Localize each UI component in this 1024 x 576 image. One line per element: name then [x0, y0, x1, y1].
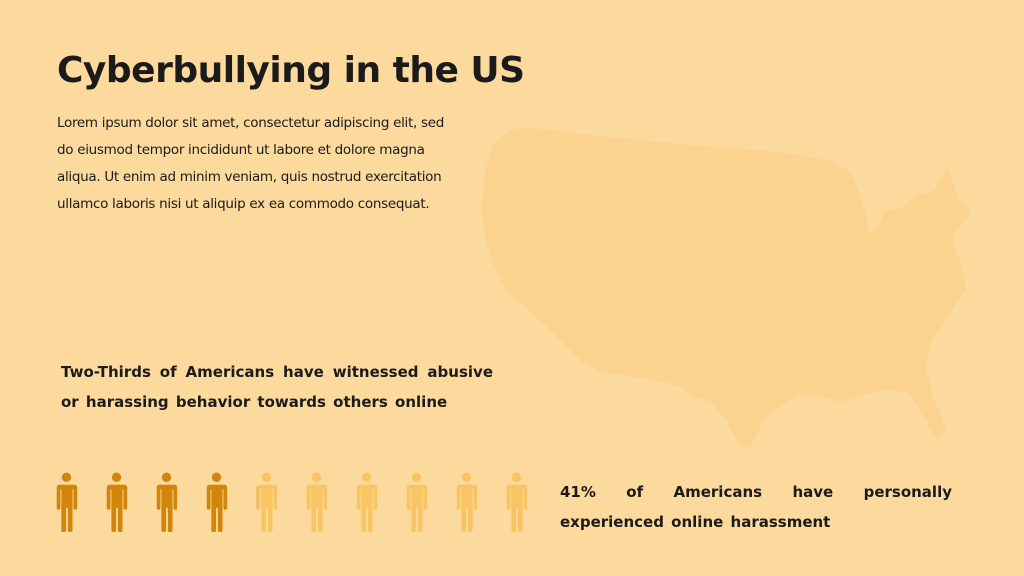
person-icon	[56, 472, 78, 532]
stat-witnessed: Two-Thirds of Americans have witnessed a…	[61, 363, 493, 411]
stat-experienced: 41% of Americans have personally experie…	[560, 483, 952, 531]
people-pictograph	[54, 468, 529, 532]
person-icon	[206, 472, 228, 532]
person-icon	[406, 472, 428, 532]
person-icon	[506, 472, 528, 532]
person-icon	[356, 472, 378, 532]
person-icon	[106, 472, 128, 532]
person-icon	[256, 472, 278, 532]
page-title: Cyberbullying in the US	[57, 50, 525, 91]
person-icon	[156, 472, 178, 532]
person-icon	[306, 472, 328, 532]
person-icon	[456, 472, 478, 532]
body-text: Lorem ipsum dolor sit amet, consectetur …	[57, 115, 444, 212]
